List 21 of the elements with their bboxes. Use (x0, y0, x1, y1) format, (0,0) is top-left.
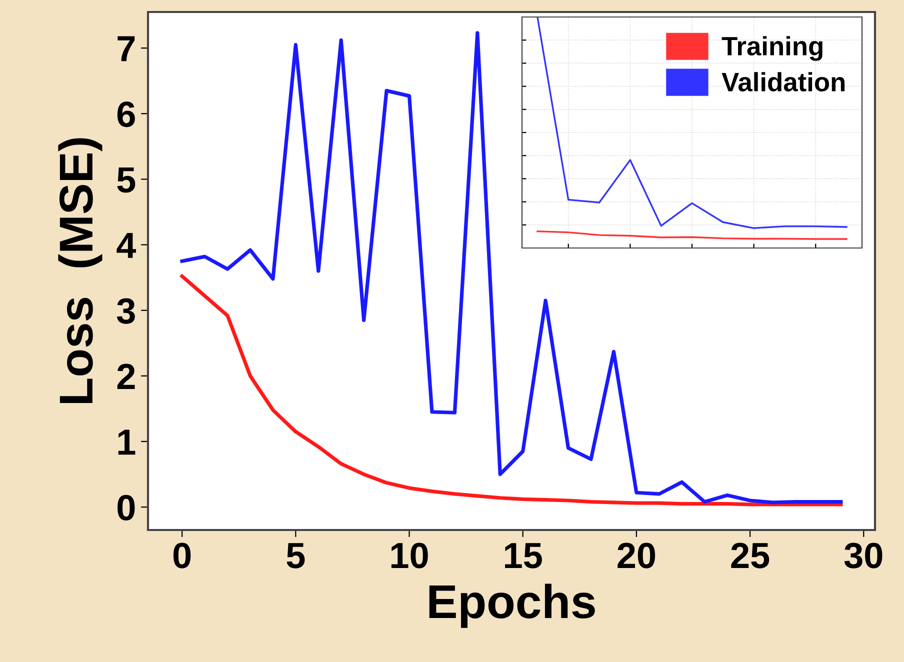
line-series (180, 31, 843, 504)
y-tick-label: 2 (117, 364, 135, 389)
line-series (180, 274, 843, 506)
y-axis-title: Loss (MSE) (58, 138, 102, 403)
x-tick-label: 5 (286, 543, 305, 568)
y-tick-label: 1 (118, 430, 136, 455)
legend-label: Validation (722, 72, 845, 92)
x-tick-label: 20 (618, 542, 656, 568)
x-axis-title: Epochs (429, 584, 595, 628)
y-tick-label: 7 (118, 36, 135, 62)
legend-label: Training (722, 36, 822, 61)
x-tick-label: 30 (844, 542, 882, 568)
y-tick-label: 4 (116, 233, 136, 258)
x-tick-label: 0 (173, 542, 191, 568)
x-tick-label: 25 (731, 542, 770, 568)
x-tick-label: 10 (391, 542, 428, 568)
y-tick-label: 5 (117, 167, 136, 193)
x-tick-label: 15 (505, 543, 542, 568)
y-tick-label: 3 (116, 298, 135, 324)
y-tick-label: 6 (117, 102, 135, 128)
y-tick-label: 0 (118, 494, 135, 520)
